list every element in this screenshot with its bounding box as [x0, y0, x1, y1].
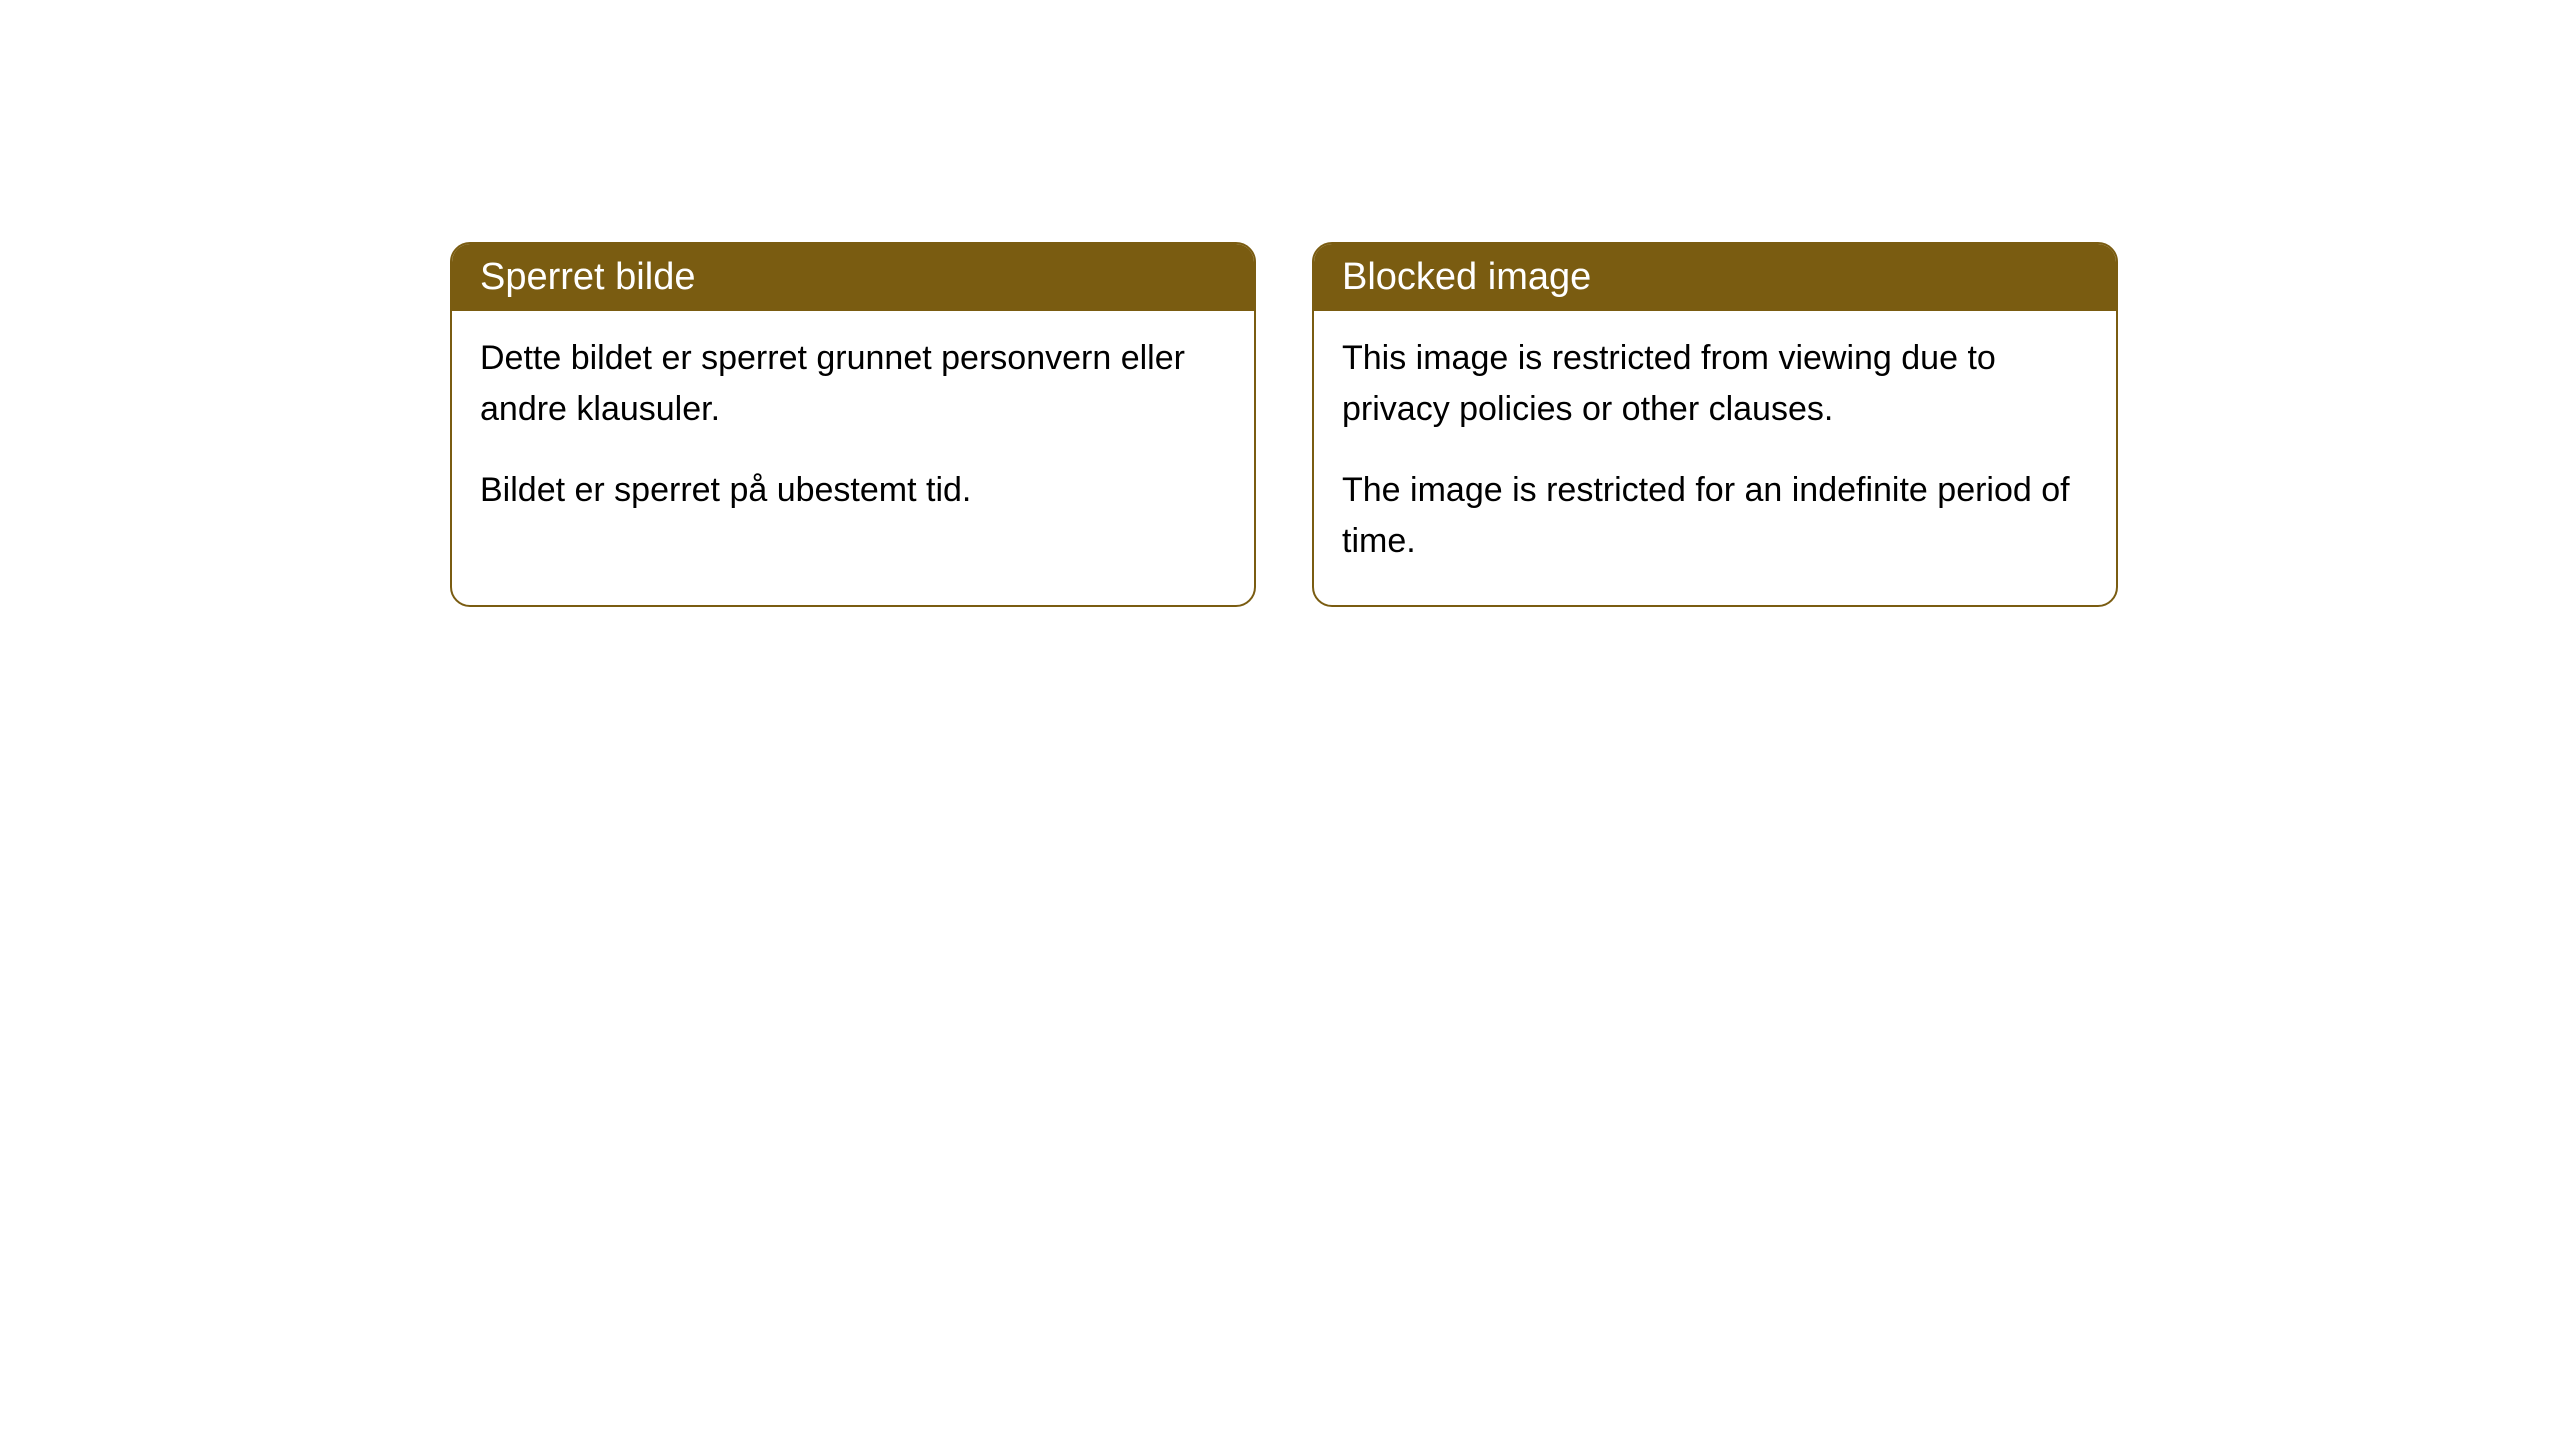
card-title: Sperret bilde — [480, 256, 695, 298]
card-paragraph: The image is restricted for an indefinit… — [1342, 465, 2088, 567]
card-header-norwegian: Sperret bilde — [452, 244, 1254, 311]
card-english: Blocked image This image is restricted f… — [1312, 242, 2118, 607]
card-body-norwegian: Dette bildet er sperret grunnet personve… — [452, 311, 1254, 554]
cards-container: Sperret bilde Dette bildet er sperret gr… — [450, 242, 2118, 607]
card-norwegian: Sperret bilde Dette bildet er sperret gr… — [450, 242, 1256, 607]
card-title: Blocked image — [1342, 256, 1591, 298]
card-paragraph: Dette bildet er sperret grunnet personve… — [480, 333, 1226, 435]
card-paragraph: Bildet er sperret på ubestemt tid. — [480, 465, 1226, 516]
card-header-english: Blocked image — [1314, 244, 2116, 311]
card-body-english: This image is restricted from viewing du… — [1314, 311, 2116, 605]
card-paragraph: This image is restricted from viewing du… — [1342, 333, 2088, 435]
